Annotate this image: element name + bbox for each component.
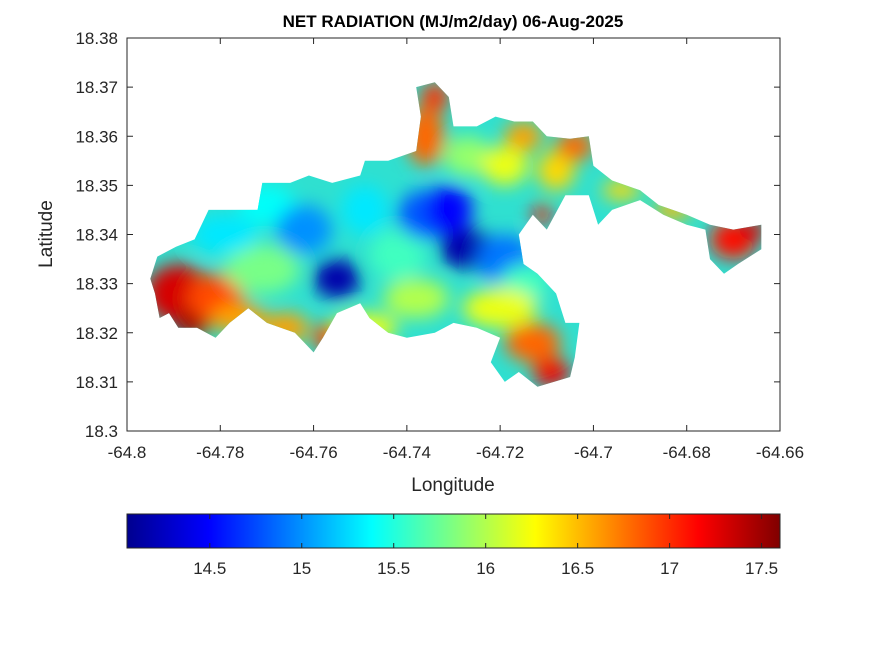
y-tick-label: 18.33: [75, 275, 118, 294]
heatmap-cell: [369, 229, 426, 279]
heatmap-cell: [532, 205, 552, 225]
heatmap-cell: [504, 322, 561, 363]
y-tick-label: 18.38: [75, 29, 118, 48]
colorbar-tick-label: 16.5: [561, 559, 594, 578]
y-tick-label: 18.31: [75, 373, 118, 392]
x-tick-label: -64.78: [196, 443, 244, 462]
x-tick-label: -64.66: [756, 443, 804, 462]
x-tick-label: -64.72: [476, 443, 524, 462]
heatmap-cell: [276, 205, 333, 255]
y-tick-label: 18.3: [85, 422, 118, 441]
heatmap-cell: [224, 244, 300, 294]
heatmap-cell: [504, 121, 543, 151]
colorbar-tick-label: 16: [476, 559, 495, 578]
heatmap-cell: [341, 185, 389, 235]
heatmap-cell: [444, 136, 491, 176]
heatmap-cell: [556, 131, 594, 161]
x-tick-label: -64.68: [663, 443, 711, 462]
chart-title: NET RADIATION (MJ/m2/day) 06-Aug-2025: [283, 12, 624, 31]
colorbar-tick-label: 17.5: [745, 559, 778, 578]
y-tick-label: 18.37: [75, 78, 118, 97]
heatmap-cell: [192, 214, 258, 255]
heatmap-cell: [383, 278, 449, 319]
x-tick-label: -64.7: [574, 443, 613, 462]
heatmap-cell: [425, 185, 473, 235]
colorbar-tick-label: 14.5: [193, 559, 226, 578]
heatmap-cell: [481, 146, 529, 186]
colorbar-tick-label: 15.5: [377, 559, 410, 578]
y-tick-label: 18.35: [75, 176, 118, 195]
y-tick-label: 18.36: [75, 127, 118, 146]
x-tick-label: -64.74: [383, 443, 431, 462]
heatmap-cell: [532, 357, 571, 387]
x-axis-label: Longitude: [411, 475, 494, 496]
y-axis-label: Latitude: [36, 200, 57, 268]
x-tick-label: -64.76: [289, 443, 337, 462]
colorbar-tick-label: 17: [660, 559, 679, 578]
heatmap-cell: [537, 150, 575, 191]
heatmap-cell: [313, 259, 361, 299]
colorbar-tick-label: 15: [292, 559, 311, 578]
colorbar: [126, 513, 781, 549]
y-tick-label: 18.34: [75, 226, 118, 245]
x-axis: -64.8 -64.78 -64.76 -64.74 -64.72 -64.7 -64.68…: [108, 38, 804, 462]
heatmap-cell: [462, 288, 538, 328]
y-axis: 18.3 18.31 18.32 18.33 18.34 18.35 18.36 18.37 1…: [75, 29, 780, 441]
colorbar-ticks: 14.5 15 15.5 16 16.5 17 17.5: [193, 514, 778, 578]
heatmap-cell: [420, 82, 449, 112]
y-tick-label: 18.32: [75, 324, 118, 343]
x-tick-label: -64.8: [108, 443, 147, 462]
